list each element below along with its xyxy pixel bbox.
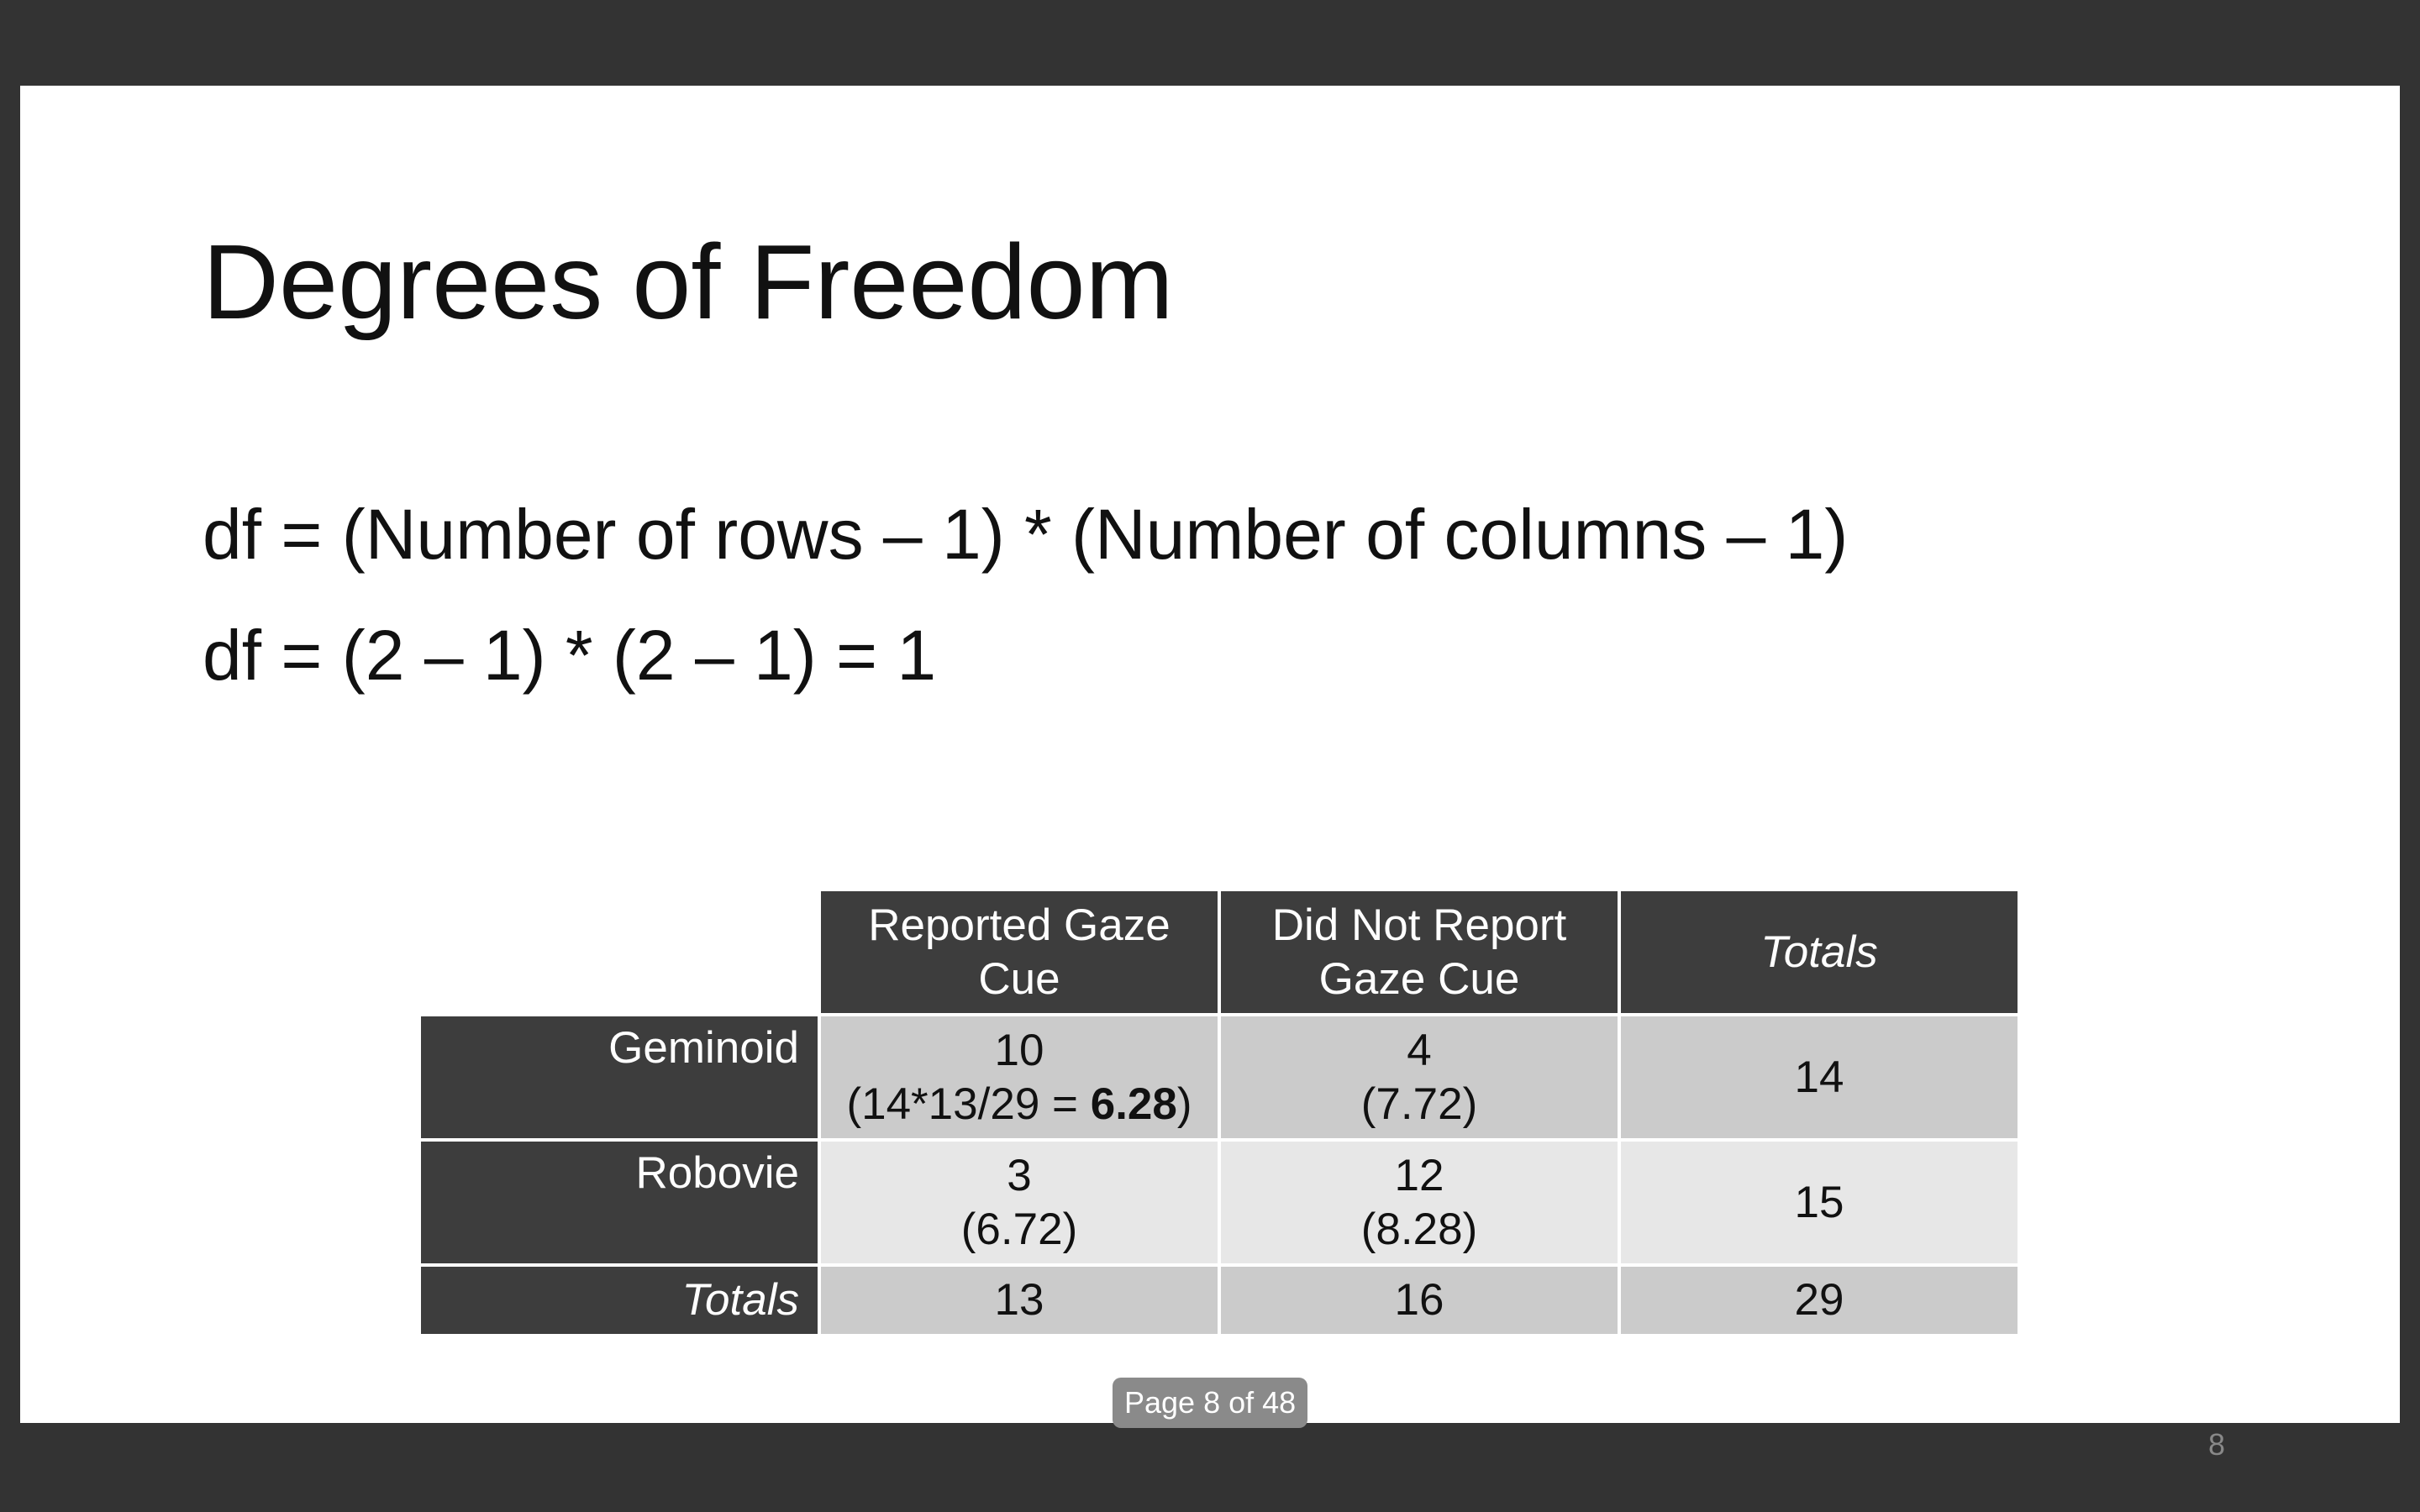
slide-page: Degrees of Freedom df = (Number of rows … bbox=[20, 86, 2400, 1460]
cell-geminoid-not-reported-expected: (7.72) bbox=[1360, 1079, 1478, 1129]
column-header-not-reported-line-1: Did Not Report bbox=[1271, 900, 1567, 950]
row-header-robovie: Robovie bbox=[421, 1142, 818, 1263]
slide-number: 8 bbox=[2208, 1427, 2226, 1462]
cell-robovie-not-reported-expected: (8.28) bbox=[1360, 1204, 1478, 1254]
slide-title: Degrees of Freedom bbox=[203, 223, 1174, 341]
page-indicator: Page 8 of 48 bbox=[1113, 1378, 1308, 1428]
contingency-table: Reported Gaze Cue Did Not Report Gaze Cu… bbox=[418, 888, 2021, 1337]
cell-geminoid-total: 14 bbox=[1621, 1016, 2018, 1138]
cell-geminoid-reported-observed: 10 bbox=[994, 1025, 1044, 1075]
cell-geminoid-not-reported-observed: 4 bbox=[1407, 1025, 1432, 1075]
cell-robovie-not-reported-observed: 12 bbox=[1394, 1150, 1444, 1200]
cell-grand-total: 29 bbox=[1621, 1267, 2018, 1334]
expected-calc-value: 6.28 bbox=[1090, 1079, 1177, 1129]
table-header-row: Reported Gaze Cue Did Not Report Gaze Cu… bbox=[421, 891, 2018, 1013]
column-header-reported: Reported Gaze Cue bbox=[821, 891, 1218, 1013]
column-header-totals: Totals bbox=[1621, 891, 2018, 1013]
row-header-geminoid: Geminoid bbox=[421, 1016, 818, 1138]
cell-robovie-total: 15 bbox=[1621, 1142, 2018, 1263]
cell-robovie-not-reported: 12 (8.28) bbox=[1221, 1142, 1618, 1263]
cell-robovie-reported-expected: (6.72) bbox=[960, 1204, 1078, 1254]
table-row-geminoid: Geminoid 10 (14*13/29 = 6.28) 4 (7.72) 1… bbox=[421, 1016, 2018, 1138]
cell-geminoid-not-reported: 4 (7.72) bbox=[1221, 1016, 1618, 1138]
column-header-reported-line-1: Reported Gaze bbox=[868, 900, 1171, 950]
cell-totals-not-reported: 16 bbox=[1221, 1267, 1618, 1334]
df-formula-computed: df = (2 – 1) * (2 – 1) = 1 bbox=[203, 616, 937, 695]
cell-totals-reported: 13 bbox=[821, 1267, 1218, 1334]
cell-robovie-reported: 3 (6.72) bbox=[821, 1142, 1218, 1263]
expected-calc-suffix: ) bbox=[1176, 1079, 1192, 1129]
cell-robovie-reported-observed: 3 bbox=[1007, 1150, 1032, 1200]
table-row-robovie: Robovie 3 (6.72) 12 (8.28) 15 bbox=[421, 1142, 2018, 1263]
column-header-not-reported: Did Not Report Gaze Cue bbox=[1221, 891, 1618, 1013]
df-formula-general: df = (Number of rows – 1) * (Number of c… bbox=[203, 495, 1849, 574]
cell-geminoid-reported-expected: (14*13/29 = 6.28) bbox=[839, 1078, 1199, 1131]
table-corner bbox=[421, 891, 818, 1013]
column-header-reported-line-2: Cue bbox=[978, 953, 1060, 1004]
cell-geminoid-reported: 10 (14*13/29 = 6.28) bbox=[821, 1016, 1218, 1138]
column-header-not-reported-line-2: Gaze Cue bbox=[1318, 953, 1520, 1004]
table-row-totals: Totals 13 16 29 bbox=[421, 1267, 2018, 1334]
row-header-totals: Totals bbox=[421, 1267, 818, 1334]
expected-calc-prefix: (14*13/29 = bbox=[846, 1079, 1091, 1129]
